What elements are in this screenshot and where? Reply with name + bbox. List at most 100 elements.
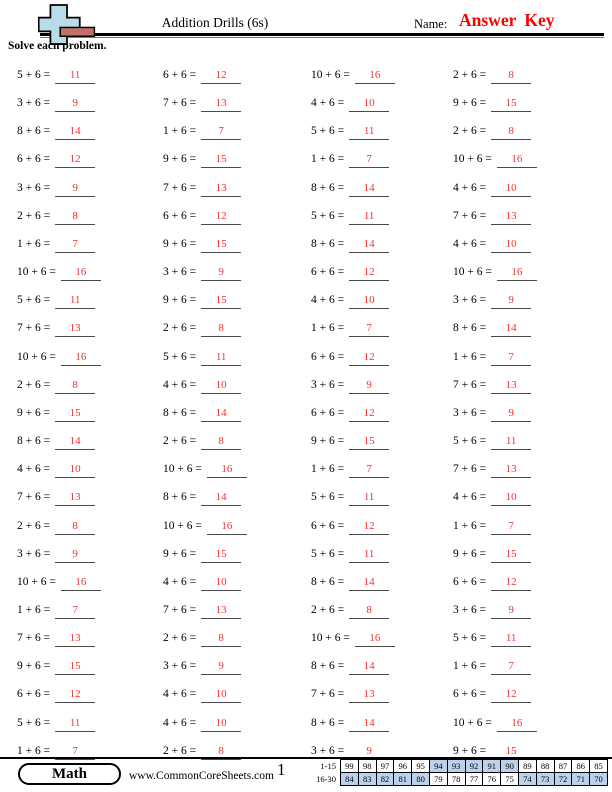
- problems-column-4: 2 + 6 = 8 9 + 6 = 15 2 + 6 = 8 10 + 6 = …: [453, 62, 595, 766]
- problem-row: 8 + 6 = 14: [311, 231, 453, 259]
- problem-row: 8 + 6 = 14: [17, 118, 159, 146]
- answer-blank: 7: [491, 520, 532, 535]
- problem-expression: 10 + 6 =: [17, 575, 56, 588]
- problem-expression: 7 + 6 =: [163, 603, 197, 616]
- problem-row: 10 + 6 = 16: [17, 569, 159, 597]
- instruction-text: Solve each problem.: [8, 40, 107, 52]
- problem-row: 6 + 6 = 12: [17, 681, 159, 709]
- problem-expression: 1 + 6 =: [17, 603, 51, 616]
- problem-row: 7 + 6 = 13: [163, 175, 305, 203]
- problem-expression: 3 + 6 =: [453, 406, 487, 419]
- problem-row: 4 + 6 = 10: [311, 90, 453, 118]
- answer-blank: 10: [349, 98, 390, 113]
- answer-blank: 9: [491, 407, 532, 422]
- score-cell: 89: [517, 759, 537, 773]
- answer-blank: 13: [201, 604, 242, 619]
- answer-blank: 9: [491, 295, 532, 310]
- answer-blank: 12: [491, 576, 532, 591]
- problem-row: 7 + 6 = 13: [311, 681, 453, 709]
- problem-row: 7 + 6 = 13: [163, 90, 305, 118]
- answer-blank: 10: [201, 379, 242, 394]
- answer-blank: 7: [55, 745, 96, 760]
- answer-blank: 10: [349, 295, 390, 310]
- problem-row: 9 + 6 = 15: [453, 90, 595, 118]
- problem-row: 5 + 6 = 11: [453, 428, 595, 456]
- score-cell: 76: [482, 772, 502, 786]
- problem-row: 8 + 6 = 14: [453, 315, 595, 343]
- score-cell: 73: [535, 772, 555, 786]
- score-cell: 85: [589, 759, 608, 773]
- problem-expression: 5 + 6 =: [311, 125, 345, 138]
- answer-blank: 13: [55, 492, 96, 507]
- problem-expression: 8 + 6 =: [311, 237, 345, 250]
- answer-blank: 15: [201, 154, 242, 169]
- answer-blank: 8: [349, 604, 390, 619]
- problem-expression: 8 + 6 =: [311, 716, 345, 729]
- problem-row: 5 + 6 = 11: [17, 710, 159, 738]
- problem-expression: 1 + 6 =: [453, 660, 487, 673]
- answer-blank: 8: [55, 520, 96, 535]
- problem-row: 7 + 6 = 13: [17, 625, 159, 653]
- problem-row: 10 + 6 = 16: [311, 625, 453, 653]
- problem-expression: 3 + 6 =: [163, 660, 197, 673]
- problem-expression: 9 + 6 =: [453, 547, 487, 560]
- problem-expression: 2 + 6 =: [163, 322, 197, 335]
- answer-blank: 16: [206, 464, 247, 479]
- problem-row: 3 + 6 = 9: [453, 597, 595, 625]
- answer-blank: 14: [349, 576, 390, 591]
- problem-row: 3 + 6 = 9: [17, 541, 159, 569]
- subject-badge: Math: [18, 763, 121, 785]
- problem-row: 1 + 6 = 7: [453, 344, 595, 372]
- problem-row: 10 + 6 = 16: [17, 259, 159, 287]
- problem-row: 10 + 6 = 16: [453, 259, 595, 287]
- problem-row: 10 + 6 = 16: [163, 456, 305, 484]
- problem-expression: 9 + 6 =: [311, 435, 345, 448]
- plus-icon: [38, 4, 96, 45]
- problem-row: 2 + 6 = 8: [163, 428, 305, 456]
- problem-expression: 7 + 6 =: [17, 632, 51, 645]
- answer-blank: 11: [55, 295, 96, 310]
- problem-row: 4 + 6 = 10: [163, 372, 305, 400]
- problem-row: 5 + 6 = 11: [453, 625, 595, 653]
- answer-blank: 16: [354, 70, 395, 84]
- score-cells-row-1: 99 98 97 96 95 94 93 92 91 90: [340, 759, 608, 773]
- worksheet-title: Addition Drills (6s): [161, 15, 269, 30]
- answer-blank: 15: [491, 98, 532, 113]
- problem-expression: 3 + 6 =: [311, 378, 345, 391]
- problem-expression: 4 + 6 =: [453, 181, 487, 194]
- answer-blank: 15: [55, 407, 96, 422]
- answer-blank: 9: [55, 98, 96, 113]
- answer-blank: 11: [349, 210, 390, 225]
- problem-row: 10 + 6 = 16: [311, 62, 453, 90]
- answer-blank: 16: [206, 520, 247, 535]
- problem-row: 1 + 6 = 7: [453, 653, 595, 681]
- page-number: 1: [277, 760, 286, 779]
- answer-blank: 11: [491, 436, 532, 451]
- answer-blank: 13: [55, 323, 96, 338]
- answer-key-text: Answer Key: [459, 10, 555, 30]
- problem-expression: 8 + 6 =: [163, 491, 197, 504]
- problem-row: 9 + 6 = 15: [163, 146, 305, 174]
- problem-row: 8 + 6 = 14: [17, 428, 159, 456]
- answer-blank: 14: [349, 717, 390, 732]
- name-label: Name:: [414, 17, 448, 31]
- problem-row: 4 + 6 = 10: [453, 175, 595, 203]
- problem-expression: 5 + 6 =: [453, 435, 487, 448]
- problem-expression: 6 + 6 =: [311, 266, 345, 279]
- score-cell: 92: [464, 759, 484, 773]
- problem-row: 5 + 6 = 11: [311, 484, 453, 512]
- problem-expression: 4 + 6 =: [453, 491, 487, 504]
- problem-row: 1 + 6 = 7: [17, 597, 159, 625]
- problem-row: 9 + 6 = 15: [17, 653, 159, 681]
- score-cell: 75: [500, 772, 519, 786]
- problem-expression: 4 + 6 =: [453, 237, 487, 250]
- answer-blank: 8: [491, 126, 532, 141]
- problem-row: 6 + 6 = 12: [311, 259, 453, 287]
- problem-expression: 3 + 6 =: [17, 97, 51, 110]
- answer-blank: 8: [201, 745, 242, 760]
- answer-blank: 15: [201, 548, 242, 563]
- problem-row: 5 + 6 = 11: [311, 118, 453, 146]
- problem-expression: 6 + 6 =: [453, 688, 487, 701]
- website-text: www.CommonCoreSheets.com: [129, 770, 274, 782]
